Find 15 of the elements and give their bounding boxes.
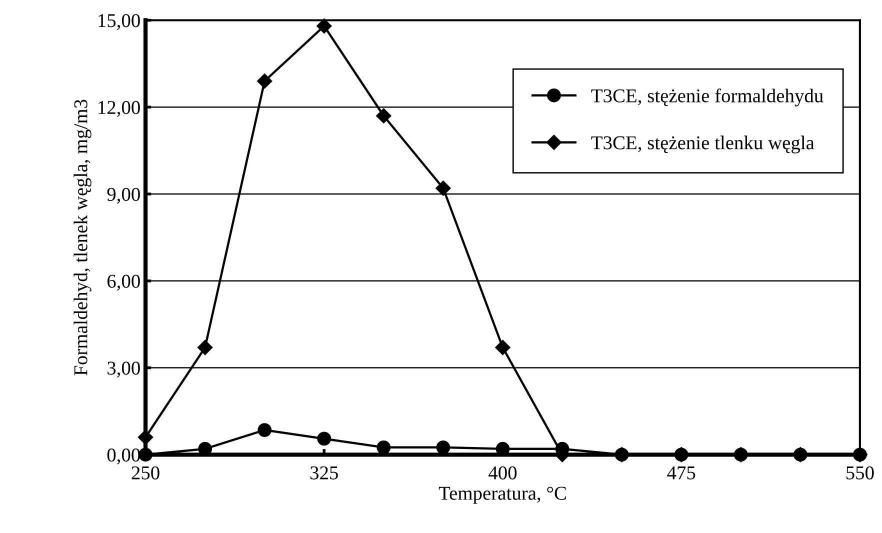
y-tick-label: 3,00: [108, 362, 140, 378]
legend-label: T3CE, stężenie formaldehydu: [591, 88, 824, 106]
y-tick-label: 0,00: [107, 448, 140, 464]
y-axis-title: Formaldehyd, tlenek węgla, mg/m3: [74, 100, 92, 376]
x-axis-title: Temperatura, °C: [438, 486, 566, 504]
x-tick-label: 325: [310, 466, 338, 480]
x-tick-label: 250: [132, 466, 160, 480]
y-tick-label: 12,00: [98, 100, 140, 117]
y-tick-label: 9,00: [107, 188, 140, 204]
x-tick-label: 400: [488, 466, 517, 480]
x-tick-label: 550: [846, 466, 874, 480]
legend-label: T3CE, stężenie tlenku węgla: [591, 136, 814, 154]
y-tick-label: 6,00: [107, 274, 140, 291]
x-tick-label: 475: [667, 466, 696, 480]
y-tick-label: 15,00: [98, 14, 140, 30]
